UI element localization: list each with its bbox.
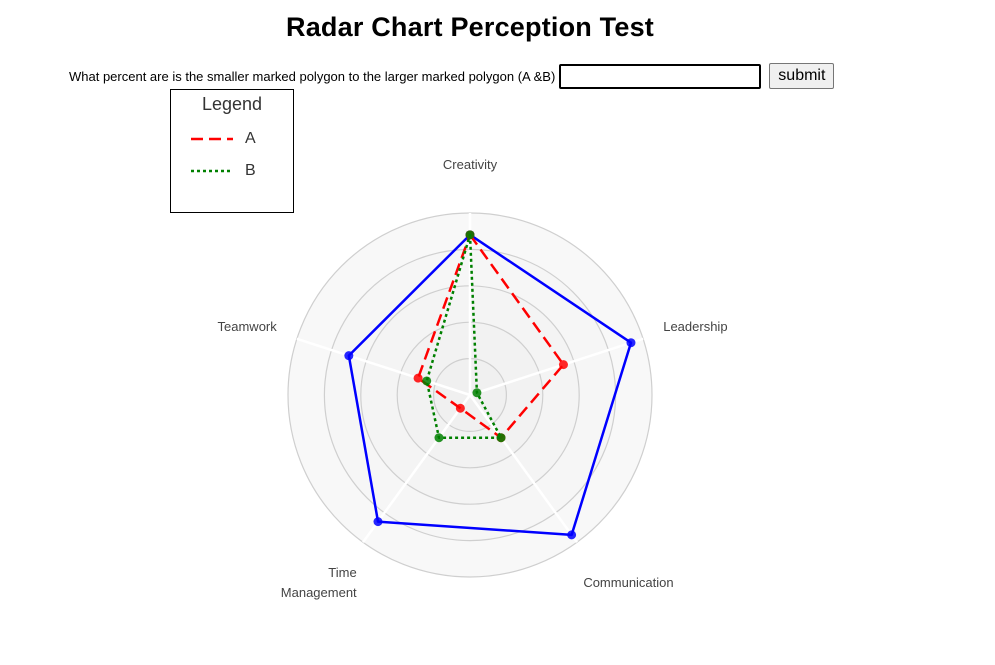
data-point bbox=[422, 376, 432, 386]
data-point bbox=[344, 351, 354, 361]
data-point bbox=[434, 433, 444, 443]
data-point bbox=[496, 433, 506, 443]
axis-spoke bbox=[468, 394, 578, 543]
axis-label: Creativity bbox=[443, 157, 498, 172]
axis-spoke bbox=[362, 394, 472, 543]
legend-item-b: B bbox=[189, 162, 256, 180]
data-point bbox=[465, 230, 475, 240]
data-point bbox=[626, 338, 636, 348]
axis-spoke bbox=[296, 337, 471, 397]
axis-spoke bbox=[469, 337, 644, 397]
data-point bbox=[373, 517, 383, 527]
data-point bbox=[472, 388, 482, 398]
page-title: Radar Chart Perception Test bbox=[286, 12, 654, 42]
answer-input[interactable] bbox=[559, 63, 762, 89]
legend-label-b: B bbox=[245, 162, 256, 179]
series-polygon-a bbox=[416, 233, 565, 439]
data-point bbox=[558, 360, 568, 370]
data-point bbox=[455, 403, 465, 413]
legend-label-a: A bbox=[245, 130, 256, 147]
axis-label: Communication bbox=[583, 575, 673, 590]
axis-label: Teamwork bbox=[218, 319, 278, 334]
series-polygon-outer bbox=[347, 233, 633, 537]
axis-label: Leadership bbox=[663, 319, 727, 334]
question-text: What percent are is the smaller marked p… bbox=[69, 68, 556, 84]
legend-item-a: A bbox=[189, 130, 256, 148]
data-point bbox=[413, 373, 423, 383]
legend-title: Legend bbox=[201, 94, 263, 114]
axis-label: Time Management bbox=[281, 565, 357, 600]
submit-button[interactable]: submit bbox=[769, 63, 835, 89]
legend: Legend A B bbox=[170, 89, 294, 213]
question-row: What percent are is the smaller marked p… bbox=[69, 62, 835, 90]
legend-line-b bbox=[191, 169, 233, 173]
data-point bbox=[567, 530, 577, 540]
series-polygon-b bbox=[425, 233, 503, 439]
legend-line-a bbox=[191, 137, 233, 141]
